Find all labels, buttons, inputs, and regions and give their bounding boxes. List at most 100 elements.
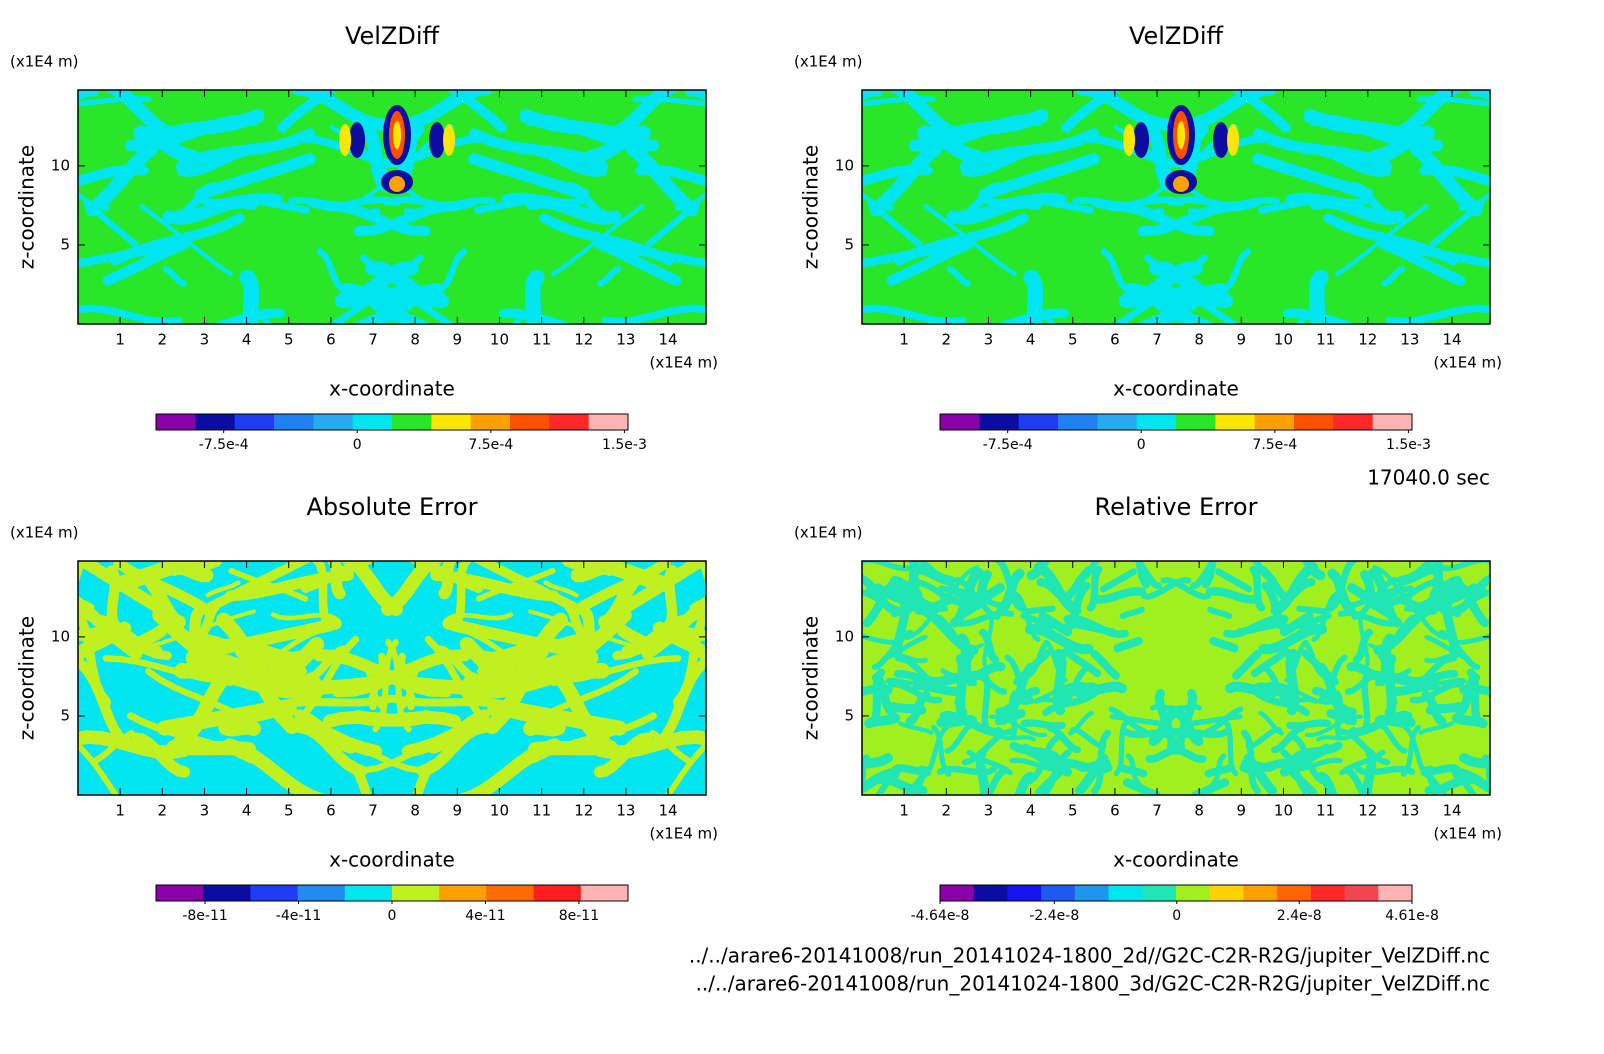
y-tick-label: 10 [835,627,854,645]
field-band [1311,686,1357,716]
field-band [1249,565,1266,612]
field-band [1309,195,1406,226]
field-band [1024,623,1094,655]
field-band [1403,586,1463,612]
x-tick-label: 8 [410,802,420,820]
x-tick-label: 1 [899,802,909,820]
field-feature [1133,122,1150,158]
x-tick-label: 6 [326,802,336,820]
field-band [1145,746,1180,763]
field-band [1296,605,1331,615]
x-tick-label: 5 [284,802,294,820]
colorbar-segment [940,885,975,901]
field-band [1008,690,1018,741]
field-band [162,195,259,226]
field-band [1300,144,1392,177]
field-band [1222,718,1239,777]
field-feature [443,124,456,156]
colorbar-segment [313,414,354,430]
field-band [385,639,412,733]
x-tick-label: 10 [490,331,509,349]
x-tick-label: 11 [532,802,551,820]
field-band [862,561,915,572]
field-band [1435,604,1461,618]
field-band [1243,753,1277,795]
chart-title: Absolute Error [306,493,477,521]
x-tick-label: 4 [242,331,252,349]
field-band [1035,769,1063,795]
field-band [1393,561,1437,591]
field-band [1013,649,1051,686]
field-band [1090,587,1147,604]
field-feature [1177,121,1186,149]
field-band [1253,689,1310,717]
field-feature [339,124,352,156]
x-tick-label: 14 [1443,331,1462,349]
x-tick-label: 10 [490,802,509,820]
field-band [1149,261,1234,309]
field-band [995,686,1041,716]
x-tick-label: 6 [326,331,336,349]
colorbar-segment [1007,885,1042,901]
field-band [1377,238,1466,286]
field-band [162,266,187,287]
field-band [1160,577,1211,600]
x-tick-label: 4 [1026,331,1036,349]
field-band [1038,611,1073,637]
colorbar-segment [1176,885,1211,901]
x-tick-label: 3 [984,802,994,820]
colorbar-segment [470,414,511,430]
field-band [1250,647,1290,678]
y-tick-label: 10 [835,156,854,174]
colorbar-tick-label: 0 [388,908,397,924]
field-band [1266,681,1335,705]
field-band [516,144,608,177]
file-path: ../../arare6-20141008/run_20141024-1800_… [689,944,1490,968]
field-band [1172,707,1204,747]
colorbar-segment [1108,885,1143,901]
colorbar-frame [939,884,1413,902]
field-band [1069,681,1127,698]
field-band [113,561,216,618]
x-tick-label: 11 [1316,331,1335,349]
field-band [1377,614,1416,660]
field-band [424,635,490,724]
field-band [468,153,590,200]
field-band [1352,628,1373,664]
colorbar-segment [392,885,440,901]
plot-frame [77,89,707,325]
field-band [524,668,639,730]
colorbar-segment [588,414,629,430]
field-band [124,113,260,152]
field-band [1451,713,1488,729]
colorbar-segment [1209,885,1244,901]
field-band [874,766,904,795]
colorbar-segment [1041,885,1076,901]
field-band [78,164,149,187]
field-band [381,561,443,616]
x-axis-label: x-coordinate [1113,848,1239,872]
field-band [102,238,191,286]
colorbar-tick-label: 7.5e-4 [468,437,513,453]
colorbar-segment [274,414,314,430]
field-band [915,561,959,591]
colorbar-segment [1372,414,1413,430]
colorbar-segment [486,885,535,901]
field-band [600,90,684,143]
x-tick-label: 6 [1110,802,1120,820]
field-band [288,196,381,216]
field-band [523,720,566,737]
field-band [1204,764,1234,778]
field-band [1141,577,1192,600]
colorbar-segment [1176,414,1216,430]
colorbar-tick-label: 2.4e-8 [1277,908,1322,924]
field-band [886,238,975,286]
field-band [85,141,159,217]
field-band [438,561,457,600]
field-band [1068,710,1094,736]
x-tick-label: 7 [368,331,378,349]
x-tick-label: 13 [1400,331,1419,349]
x-tick-label: 2 [158,802,168,820]
field-band [1033,562,1082,616]
